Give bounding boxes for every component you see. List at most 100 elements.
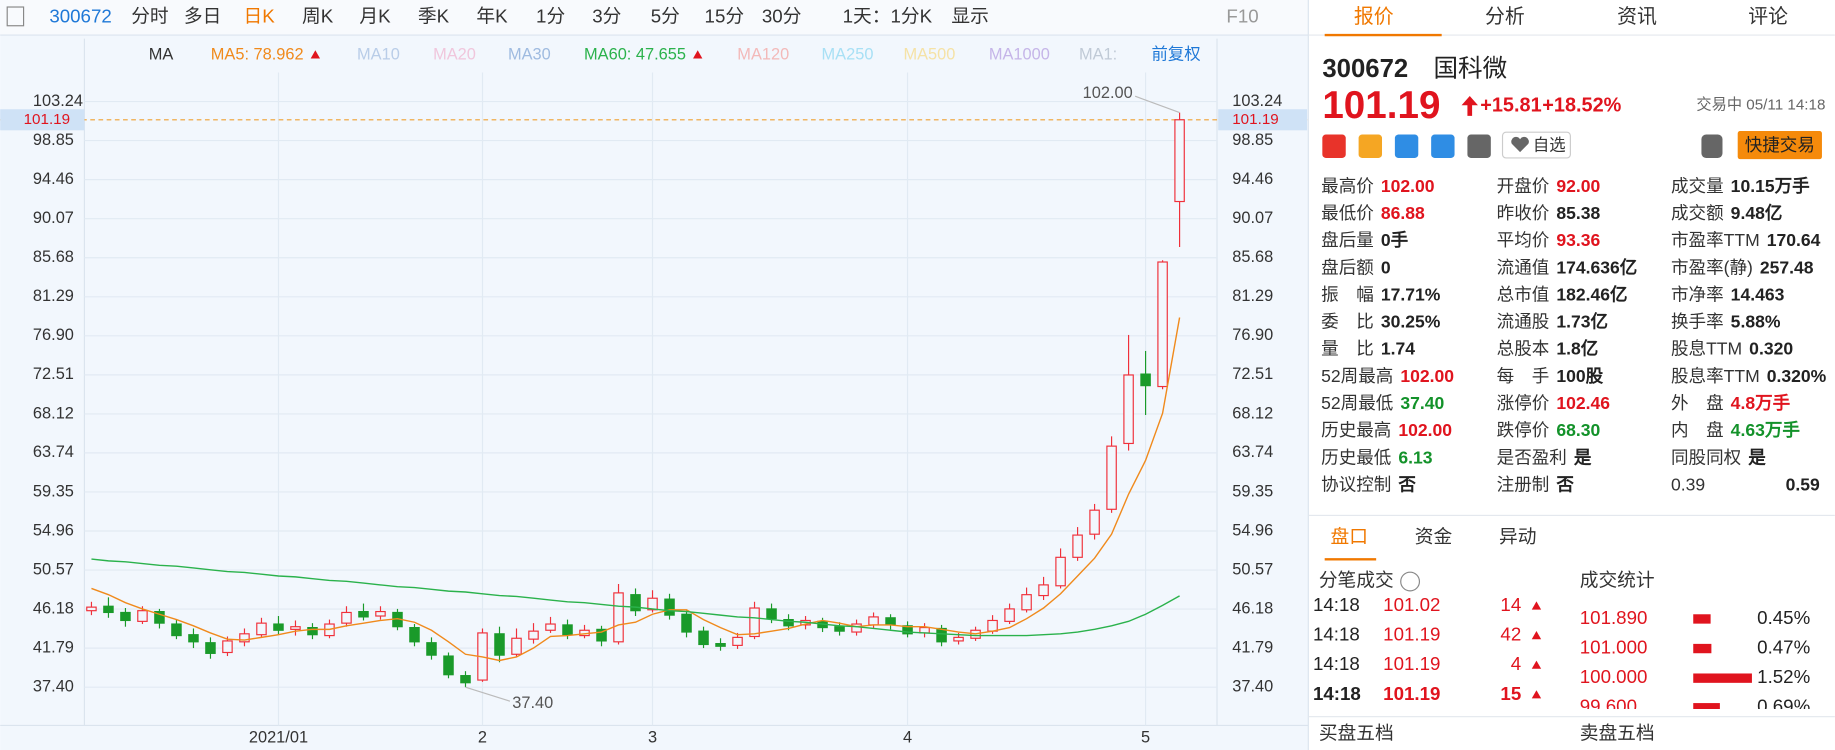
deal-price: 99.600	[1580, 696, 1637, 717]
stat-value: 否	[1397, 474, 1416, 494]
stat-label: 流通值	[1497, 257, 1550, 277]
candle-body	[1021, 594, 1032, 611]
legend-item[interactable]: 前复权	[1152, 45, 1201, 63]
deal-bar	[1693, 614, 1711, 624]
quick-icon[interactable]	[1431, 134, 1455, 158]
y-tick-label: 85.68	[33, 248, 74, 266]
trade-list: 14:18 101.02 14 14:18 101.19 42 14:18 101.19 4 14…	[1313, 597, 1810, 717]
panel-tab[interactable]: 异动	[1499, 526, 1536, 547]
stat-label: 市净率	[1671, 284, 1724, 304]
quick-icon[interactable]	[1394, 134, 1419, 158]
trade-price: 101.19	[1383, 683, 1440, 704]
toolbar-item[interactable]: 30分	[762, 5, 802, 26]
deal-pct: 1.52%	[1757, 666, 1810, 687]
panel-tab[interactable]: 资讯	[1617, 6, 1657, 28]
candle-body	[307, 627, 318, 636]
toolbar-item[interactable]: 3分	[592, 5, 621, 26]
y-tick-label: 98.85	[1232, 131, 1273, 149]
y-tick-label: 41.79	[33, 638, 74, 656]
sidebar-icon[interactable]	[6, 6, 25, 27]
toolbar-item[interactable]: 1分	[536, 5, 565, 26]
stat-label: 昨收价	[1497, 203, 1550, 223]
toolbar-item[interactable]: 季K	[418, 5, 450, 26]
toolbar-item[interactable]: 1天：1分K	[843, 5, 933, 26]
candle-body	[426, 642, 437, 656]
trade-time: 14:18	[1313, 653, 1360, 674]
candle-body	[86, 606, 97, 612]
y-tick-label: 68.12	[1232, 404, 1273, 422]
panel-tab[interactable]: 盘口	[1331, 526, 1368, 547]
candle-body	[256, 622, 267, 636]
panel-tab[interactable]: 评论	[1748, 6, 1788, 28]
quick-icon[interactable]	[1322, 134, 1346, 158]
candle-body	[902, 625, 913, 635]
min-leader	[465, 686, 511, 702]
x-tick-label: 3	[648, 729, 657, 747]
y-tick-label: 94.46	[1232, 170, 1273, 188]
toolbar-item[interactable]: 月K	[359, 5, 391, 26]
candle-body	[562, 624, 573, 636]
candle-body	[137, 610, 148, 622]
candle-body	[511, 637, 522, 655]
candle-body	[358, 610, 369, 618]
candle-body	[545, 623, 556, 631]
toolbar-item[interactable]: 15分	[705, 5, 745, 26]
legend-item: MA10	[357, 45, 400, 63]
stat-label: 涨停价	[1497, 393, 1550, 413]
max-leader	[1134, 95, 1180, 114]
y-tick-label: 76.90	[1232, 326, 1273, 344]
toolbar-item[interactable]: 300672	[49, 5, 111, 26]
candle-body	[851, 623, 862, 633]
toolbar-item[interactable]: 分时	[131, 5, 168, 26]
toolbar-item[interactable]: 周K	[302, 5, 334, 26]
trade-label[interactable]: 快捷交易	[1745, 135, 1815, 155]
stat-value: 是	[1748, 447, 1766, 467]
y-tick-label: 90.07	[33, 209, 74, 227]
stat-label: 跌停价	[1497, 420, 1550, 440]
legend-item: MA5: 78.962	[211, 45, 304, 63]
candle-body	[647, 597, 658, 611]
toolbar-item[interactable]: 5分	[651, 5, 680, 26]
stat-label: 内 盘	[1671, 420, 1724, 440]
stat-label: 成交量	[1671, 176, 1724, 196]
stat-label: 最高价	[1321, 176, 1374, 196]
legend-item: MA	[149, 45, 174, 63]
help-icon[interactable]	[1400, 571, 1421, 592]
toolbar-item[interactable]: 年K	[476, 5, 508, 26]
watch-label[interactable]: 自选	[1533, 137, 1566, 155]
toolbar-item[interactable]: 显示	[951, 5, 988, 26]
panel-tab[interactable]: 分析	[1485, 6, 1525, 28]
panel-tab[interactable]: 资金	[1415, 526, 1453, 547]
candle-body	[783, 618, 794, 627]
up-arrow-icon	[1531, 601, 1542, 610]
stat-value: 1.73亿	[1556, 312, 1608, 332]
trade-price: 101.19	[1383, 653, 1440, 674]
stat-label: 盘后量	[1321, 230, 1374, 250]
toolbar-item[interactable]: 多日	[184, 5, 221, 26]
stat-value: 174.636亿	[1556, 257, 1637, 277]
panel-tab[interactable]: 报价	[1354, 6, 1394, 28]
legend-item: MA30	[508, 45, 551, 63]
legend-item: MA1:	[1079, 45, 1117, 63]
candle-body	[205, 642, 216, 654]
toolbar-item[interactable]: 日K	[244, 5, 276, 26]
trade-button[interactable]	[1737, 131, 1822, 160]
quick-icon[interactable]	[1467, 134, 1491, 158]
candle-body	[239, 633, 250, 643]
y-tick-label: 85.68	[1232, 248, 1273, 266]
stat-label: 委 比	[1321, 312, 1374, 332]
max-label: 102.00	[1083, 84, 1133, 102]
candle-body	[1157, 261, 1168, 388]
stat-value: 是	[1574, 447, 1592, 467]
bell-icon[interactable]	[1701, 134, 1723, 158]
price-label: 101.19	[1232, 111, 1279, 128]
y-tick-label: 63.74	[33, 443, 74, 461]
quick-icon[interactable]	[1358, 134, 1383, 158]
y-tick-label: 90.07	[1232, 209, 1273, 227]
toolbar-item[interactable]: F10	[1226, 5, 1258, 26]
stat-label: 同股同权	[1671, 447, 1741, 467]
stat-value: 102.00	[1381, 176, 1435, 196]
deal-price: 101.000	[1580, 636, 1648, 657]
stat-label: 历史最高	[1321, 420, 1391, 440]
up-arrow-icon	[1531, 631, 1542, 640]
